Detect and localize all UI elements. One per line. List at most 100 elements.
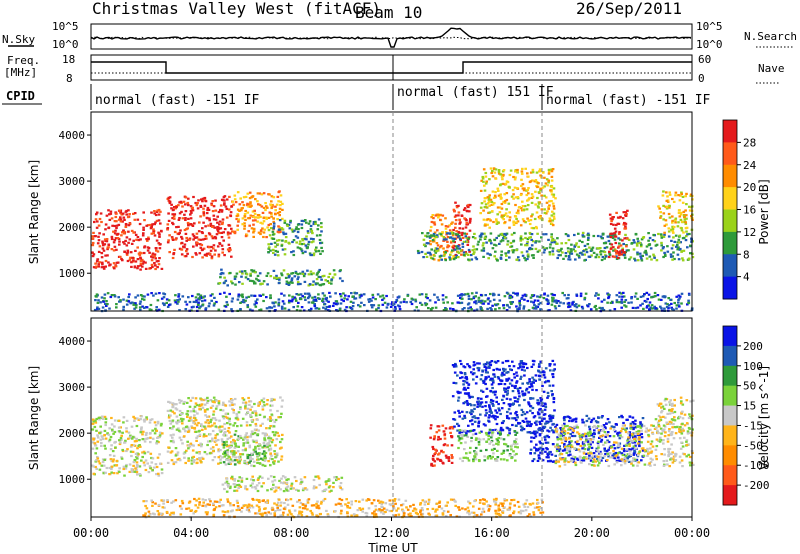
colorbar-tick-label-5: -15 — [743, 419, 763, 432]
nsearch-tick-high: 10^5 — [696, 20, 723, 33]
freq-unit: [MHz] — [4, 66, 37, 79]
noise-panel: N.Sky 10^5 10^0 10^5 10^0 N.Search — [2, 20, 797, 51]
y-tick-label-4000: 4000 — [59, 335, 86, 348]
echo-region-1 — [91, 208, 164, 271]
x-tick-label-4: 12:00 — [373, 526, 409, 540]
colorbar-swatch-3 — [723, 365, 737, 387]
y-tick-label-2000: 2000 — [59, 427, 86, 440]
velocity-colorbar-label: Velocity [m s^-1] — [757, 366, 771, 470]
velocity-colorbar: 200 100 50 15 -15 -50 -100 -200 — [722, 325, 770, 506]
colorbar-tick-label-8: -200 — [743, 479, 770, 492]
colorbar-tick-label-5: 12 — [743, 226, 756, 239]
nave-label: Nave — [758, 62, 785, 75]
frequency-panel-frame — [90, 54, 693, 81]
echo-region-3 — [222, 433, 274, 468]
echo-region-2 — [166, 396, 284, 466]
colorbar-swatch-7 — [723, 445, 737, 466]
x-tick-label-5: 16:00 — [474, 526, 510, 540]
colorbar-swatch-6 — [723, 231, 737, 255]
echo-region-9 — [529, 414, 645, 463]
velocity-echo-layer — [91, 359, 695, 519]
echo-region-11 — [654, 396, 695, 435]
time-x-axis: 00:00 04:00 08:00 12:00 16:00 20:00 00:00 — [73, 517, 710, 540]
cpid-segment-1: normal (fast) -151 IF — [95, 93, 260, 108]
velocity-y-axis: 1000 2000 3000 4000 — [59, 335, 91, 486]
power-panel: 1000 2000 3000 4000 Slant Range [km] 28 24 20… — [27, 111, 771, 313]
colorbar-swatch-8 — [723, 276, 737, 300]
colorbar-frame — [722, 325, 738, 506]
frequency-trace — [91, 61, 692, 74]
colorbar-swatch-6 — [723, 425, 737, 446]
echo-region-6 — [93, 291, 694, 313]
colorbar-tick-label-3: 20 — [743, 181, 756, 194]
y-tick-label-4000: 4000 — [59, 129, 86, 142]
nsearch-label: N.Search — [744, 30, 797, 43]
colorbar-tick-label-3: 50 — [743, 380, 756, 393]
nave-tick-low: 0 — [698, 72, 705, 85]
colorbar-tick-label-2: 100 — [743, 360, 763, 373]
noise-panel-frame — [90, 23, 693, 50]
freq-tick-high: 18 — [62, 53, 75, 66]
echo-region-12 — [657, 190, 694, 234]
echo-region-5 — [142, 497, 545, 519]
colorbar-swatch-3 — [723, 164, 737, 188]
y-tick-label-3000: 3000 — [59, 381, 86, 394]
x-tick-label-2: 04:00 — [173, 526, 209, 540]
cpid-segment-3: normal (fast) -151 IF — [546, 93, 711, 108]
echo-region-10 — [416, 231, 695, 262]
echo-region-7 — [451, 359, 556, 435]
echo-region-9 — [479, 167, 557, 230]
nave-tick-high: 60 — [698, 53, 711, 66]
colorbar-swatch-8 — [723, 465, 737, 486]
x-tick-label-6: 20:00 — [574, 526, 610, 540]
echo-region-11 — [607, 209, 629, 259]
frequency-panel: Freq. [MHz] 18 8 60 0 Nave — [4, 53, 785, 85]
echo-region-3 — [231, 190, 284, 239]
time-axis-label: Time UT — [367, 541, 418, 554]
power-y-label: Slant Range [km] — [27, 160, 41, 264]
echo-region-2 — [166, 195, 234, 260]
colorbar-tick-label-1: 200 — [743, 340, 763, 353]
echo-region-10 — [554, 424, 695, 468]
colorbar-tick-label-4: 15 — [743, 400, 756, 413]
y-tick-label-3000: 3000 — [59, 175, 86, 188]
colorbar-tick-label-4: 16 — [743, 204, 756, 217]
colorbar-tick-label-7: 4 — [743, 271, 750, 284]
nsearch-trace — [90, 36, 692, 40]
nsearch-tick-low: 10^0 — [696, 38, 723, 51]
velocity-y-label: Slant Range [km] — [27, 366, 41, 470]
power-echo-layer — [91, 167, 695, 313]
date-label: 26/Sep/2011 — [576, 0, 682, 18]
colorbar-tick-label-2: 24 — [743, 159, 757, 172]
colorbar-swatch-9 — [723, 485, 737, 506]
nsky-tick-high: 10^5 — [52, 20, 79, 33]
y-tick-label-1000: 1000 — [59, 473, 86, 486]
echo-region-6 — [429, 424, 455, 467]
colorbar-swatch-5 — [723, 209, 737, 233]
colorbar-swatch-4 — [723, 385, 737, 407]
colorbar-swatch-2 — [723, 345, 737, 367]
freq-label: Freq. — [7, 54, 40, 67]
y-tick-label-1000: 1000 — [59, 267, 86, 280]
x-tick-label-7: 00:00 — [674, 526, 710, 540]
echo-region-8 — [457, 428, 519, 463]
power-y-axis: 1000 2000 3000 4000 — [59, 129, 91, 280]
power-colorbar: 28 24 20 16 12 8 4 — [722, 119, 757, 300]
colorbar-tick-label-6: 8 — [743, 248, 750, 261]
cpid-panel: CPID normal (fast) -151 IF normal (fast)… — [2, 84, 711, 110]
nsky-label: N.Sky — [2, 33, 35, 46]
colorbar-swatch-1 — [723, 326, 737, 347]
x-tick-label-3: 08:00 — [273, 526, 309, 540]
colorbar-tick-label-1: 28 — [743, 136, 756, 149]
cpid-label: CPID — [6, 89, 35, 103]
colorbar-swatch-1 — [723, 120, 737, 143]
colorbar-swatch-2 — [723, 142, 737, 166]
power-panel-frame — [90, 111, 693, 312]
nsky-tick-low: 10^0 — [52, 38, 79, 51]
echo-region-4 — [267, 218, 324, 257]
station-title: Christmas Valley West (fitACF) — [92, 0, 381, 18]
colorbar-swatch-4 — [723, 187, 737, 210]
cpid-segment-2: normal (fast) 151 IF — [397, 85, 554, 100]
colorbar-tick-label-6: -50 — [743, 439, 763, 452]
